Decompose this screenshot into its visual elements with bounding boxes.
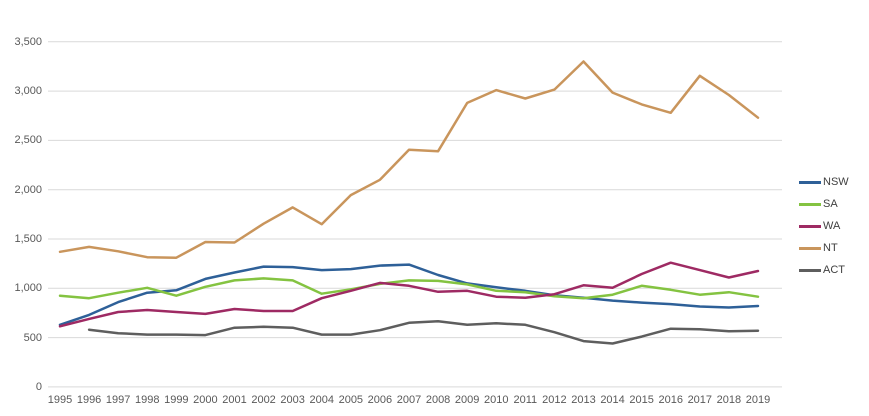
x-tick-label: 2013: [571, 394, 596, 406]
series-line-act: [87, 320, 760, 345]
y-tick-label: 500: [23, 331, 42, 344]
y-tick-label: 1,000: [14, 282, 42, 295]
legend-item-act[interactable]: ACT: [799, 259, 849, 281]
legend-label-wa: WA: [823, 220, 841, 232]
x-tick-label: 2017: [687, 394, 713, 406]
legend-swatch-nsw: [799, 180, 821, 184]
series-line-nsw: [58, 263, 760, 327]
x-tick-label: 2011: [513, 394, 538, 406]
y-tick-label: 3,000: [14, 85, 42, 98]
x-tick-label: 2015: [629, 394, 654, 406]
x-tick-label: 2001: [222, 394, 247, 406]
x-tick-label: 2006: [367, 394, 393, 406]
legend: NSW SA WA NT ACT: [799, 171, 849, 281]
x-tick-label: 2003: [280, 394, 305, 406]
legend-label-sa: SA: [823, 198, 838, 210]
y-tick-label: 2,000: [14, 183, 42, 196]
x-tick-label: 2016: [658, 394, 683, 406]
legend-label-act: ACT: [823, 264, 845, 276]
x-tick-label: 2002: [251, 394, 276, 406]
legend-item-nt[interactable]: NT: [799, 237, 849, 259]
series-line-wa: [58, 261, 760, 328]
x-tick-label: 2007: [396, 394, 422, 406]
x-tick-label: 2000: [193, 394, 218, 406]
legend-swatch-act: [799, 268, 821, 272]
y-tick-label: 1,500: [14, 233, 42, 245]
x-tick-label: 1999: [164, 394, 189, 406]
series-line-sa: [58, 277, 760, 300]
x-tick-label: 2014: [600, 394, 625, 406]
x-tick-label: 1996: [76, 394, 102, 406]
x-tick-label: 2012: [542, 394, 567, 406]
series-line-nt: [58, 60, 760, 259]
x-tick-label: 2009: [454, 394, 480, 406]
x-tick-label: 2004: [309, 394, 334, 406]
legend-label-nsw: NSW: [823, 176, 849, 188]
x-tick-label: 1995: [47, 394, 73, 406]
x-tick-label: 2008: [425, 394, 451, 406]
legend-item-wa[interactable]: WA: [799, 215, 849, 237]
legend-label-nt: NT: [823, 242, 838, 254]
x-tick-label: 2019: [745, 394, 771, 406]
x-tick-label: 1998: [134, 394, 160, 406]
x-tick-label: 1997: [105, 394, 131, 406]
x-tick-label: 2010: [483, 394, 509, 406]
legend-swatch-sa: [799, 202, 821, 206]
y-tick-label: 3,500: [14, 35, 42, 48]
y-tick-label: 2,500: [14, 134, 42, 147]
y-tick-label: 0: [35, 380, 42, 393]
legend-item-sa[interactable]: SA: [799, 193, 849, 215]
legend-swatch-nt: [799, 246, 821, 250]
legend-swatch-wa: [799, 224, 821, 228]
legend-item-nsw[interactable]: NSW: [799, 171, 849, 193]
x-tick-label: 2018: [716, 394, 742, 406]
x-tick-label: 2005: [338, 394, 364, 406]
